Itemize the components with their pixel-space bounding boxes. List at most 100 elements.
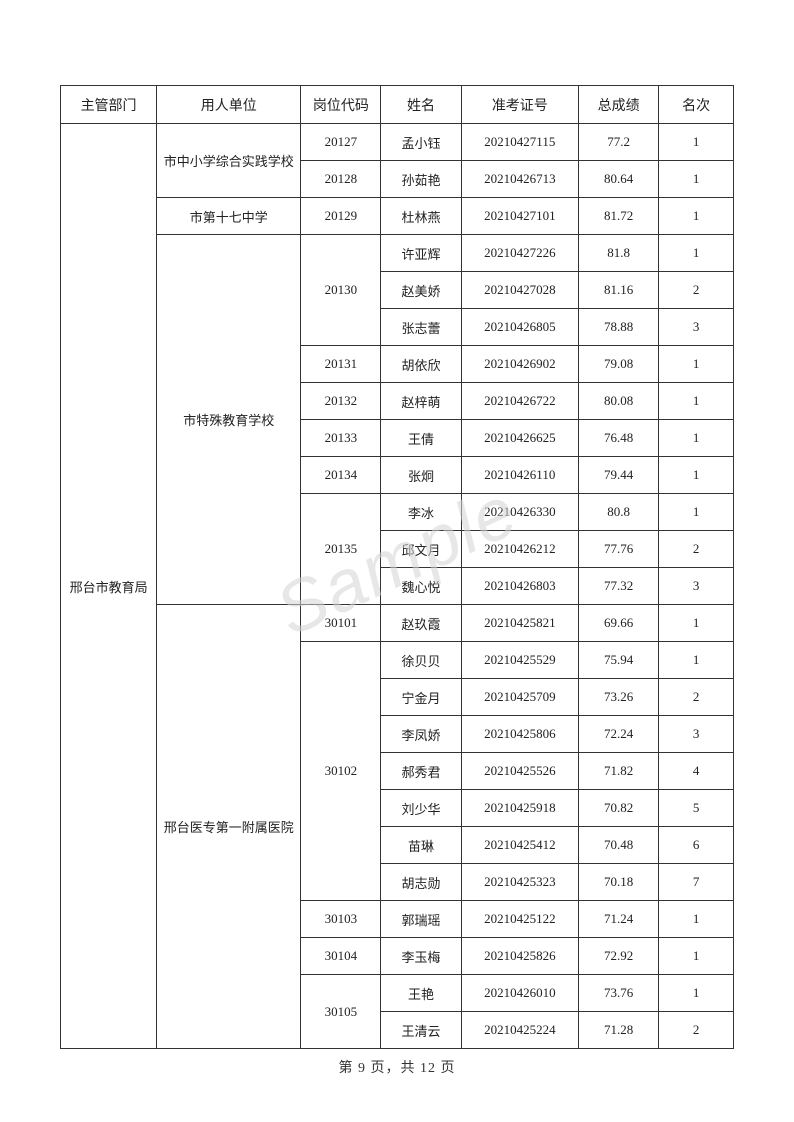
cell-exam: 20210426805 xyxy=(461,309,579,346)
cell-rank: 1 xyxy=(659,494,734,531)
cell-post: 30103 xyxy=(301,901,381,938)
cell-score: 70.82 xyxy=(579,790,659,827)
cell-exam: 20210427226 xyxy=(461,235,579,272)
cell-name: 王倩 xyxy=(381,420,461,457)
cell-exam: 20210425323 xyxy=(461,864,579,901)
cell-post: 20128 xyxy=(301,161,381,198)
cell-score: 72.24 xyxy=(579,716,659,753)
cell-name: 宁金月 xyxy=(381,679,461,716)
cell-exam: 20210425526 xyxy=(461,753,579,790)
cell-rank: 1 xyxy=(659,901,734,938)
cell-score: 70.18 xyxy=(579,864,659,901)
cell-score: 71.28 xyxy=(579,1012,659,1049)
cell-rank: 2 xyxy=(659,531,734,568)
cell-org: 市第十七中学 xyxy=(157,198,301,235)
cell-exam: 20210425529 xyxy=(461,642,579,679)
cell-score: 79.08 xyxy=(579,346,659,383)
cell-rank: 2 xyxy=(659,272,734,309)
header-exam: 准考证号 xyxy=(461,86,579,124)
cell-name: 许亚辉 xyxy=(381,235,461,272)
cell-score: 73.26 xyxy=(579,679,659,716)
cell-post: 20135 xyxy=(301,494,381,605)
cell-name: 孟小钰 xyxy=(381,124,461,161)
cell-name: 王清云 xyxy=(381,1012,461,1049)
cell-rank: 1 xyxy=(659,124,734,161)
cell-score: 79.44 xyxy=(579,457,659,494)
cell-exam: 20210426212 xyxy=(461,531,579,568)
cell-post: 20130 xyxy=(301,235,381,346)
cell-rank: 3 xyxy=(659,716,734,753)
cell-rank: 1 xyxy=(659,161,734,198)
cell-name: 苗琳 xyxy=(381,827,461,864)
cell-score: 75.94 xyxy=(579,642,659,679)
cell-rank: 7 xyxy=(659,864,734,901)
cell-score: 76.48 xyxy=(579,420,659,457)
cell-org: 市中小学综合实践学校 xyxy=(157,124,301,198)
table-header-row: 主管部门 用人单位 岗位代码 姓名 准考证号 总成绩 名次 xyxy=(61,86,734,124)
header-rank: 名次 xyxy=(659,86,734,124)
cell-score: 70.48 xyxy=(579,827,659,864)
cell-name: 张志蕾 xyxy=(381,309,461,346)
cell-name: 郝秀君 xyxy=(381,753,461,790)
cell-rank: 3 xyxy=(659,568,734,605)
table-row: 市特殊教育学校 20130 许亚辉 20210427226 81.8 1 xyxy=(61,235,734,272)
cell-name: 徐贝贝 xyxy=(381,642,461,679)
cell-rank: 1 xyxy=(659,605,734,642)
cell-score: 72.92 xyxy=(579,938,659,975)
cell-org: 市特殊教育学校 xyxy=(157,235,301,605)
table-container: 主管部门 用人单位 岗位代码 姓名 准考证号 总成绩 名次 邢台市教育局 市中小… xyxy=(60,85,734,1049)
cell-exam: 20210426330 xyxy=(461,494,579,531)
cell-exam: 20210426803 xyxy=(461,568,579,605)
cell-name: 张炯 xyxy=(381,457,461,494)
cell-name: 李凤娇 xyxy=(381,716,461,753)
cell-rank: 1 xyxy=(659,420,734,457)
cell-score: 78.88 xyxy=(579,309,659,346)
cell-rank: 1 xyxy=(659,642,734,679)
cell-score: 81.8 xyxy=(579,235,659,272)
cell-exam: 20210425122 xyxy=(461,901,579,938)
cell-exam: 20210426010 xyxy=(461,975,579,1012)
cell-post: 30101 xyxy=(301,605,381,642)
table-row: 邢台市教育局 市中小学综合实践学校 20127 孟小钰 20210427115 … xyxy=(61,124,734,161)
cell-post: 30104 xyxy=(301,938,381,975)
cell-post: 20131 xyxy=(301,346,381,383)
cell-exam: 20210426625 xyxy=(461,420,579,457)
cell-exam: 20210426713 xyxy=(461,161,579,198)
cell-score: 73.76 xyxy=(579,975,659,1012)
header-post: 岗位代码 xyxy=(301,86,381,124)
cell-rank: 6 xyxy=(659,827,734,864)
cell-score: 81.72 xyxy=(579,198,659,235)
cell-name: 赵梓萌 xyxy=(381,383,461,420)
cell-name: 郭瑞瑶 xyxy=(381,901,461,938)
cell-rank: 1 xyxy=(659,235,734,272)
cell-exam: 20210425821 xyxy=(461,605,579,642)
cell-score: 71.24 xyxy=(579,901,659,938)
cell-name: 李玉梅 xyxy=(381,938,461,975)
cell-name: 李冰 xyxy=(381,494,461,531)
cell-rank: 3 xyxy=(659,309,734,346)
cell-post: 20129 xyxy=(301,198,381,235)
cell-post: 20127 xyxy=(301,124,381,161)
cell-score: 80.8 xyxy=(579,494,659,531)
header-score: 总成绩 xyxy=(579,86,659,124)
header-dept: 主管部门 xyxy=(61,86,157,124)
cell-post: 20134 xyxy=(301,457,381,494)
cell-exam: 20210425826 xyxy=(461,938,579,975)
cell-score: 71.82 xyxy=(579,753,659,790)
cell-rank: 1 xyxy=(659,383,734,420)
cell-org: 邢台医专第一附属医院 xyxy=(157,605,301,1049)
cell-score: 77.76 xyxy=(579,531,659,568)
cell-dept: 邢台市教育局 xyxy=(61,124,157,1049)
cell-score: 80.64 xyxy=(579,161,659,198)
cell-exam: 20210426722 xyxy=(461,383,579,420)
cell-name: 刘少华 xyxy=(381,790,461,827)
cell-rank: 2 xyxy=(659,679,734,716)
cell-score: 81.16 xyxy=(579,272,659,309)
cell-rank: 4 xyxy=(659,753,734,790)
cell-post: 20133 xyxy=(301,420,381,457)
cell-exam: 20210425224 xyxy=(461,1012,579,1049)
cell-exam: 20210425806 xyxy=(461,716,579,753)
page-footer: 第 9 页，共 12 页 xyxy=(0,1057,794,1077)
data-table: 主管部门 用人单位 岗位代码 姓名 准考证号 总成绩 名次 邢台市教育局 市中小… xyxy=(60,85,734,1049)
cell-score: 80.08 xyxy=(579,383,659,420)
